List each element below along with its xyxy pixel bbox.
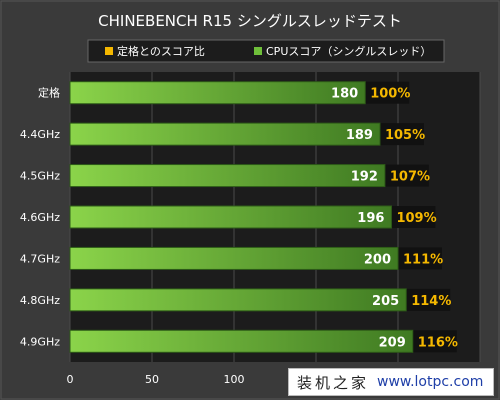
category-label: 4.7GHz xyxy=(20,252,60,265)
category-label: 4.9GHz xyxy=(20,335,60,348)
category-label: 4.4GHz xyxy=(20,128,60,141)
bar-value-label: 205 xyxy=(372,294,399,309)
ratio-label: 100% xyxy=(370,87,410,102)
ratio-label: 116% xyxy=(418,335,458,350)
ratio-label: 105% xyxy=(385,128,425,143)
category-label: 定格 xyxy=(38,86,60,100)
bar xyxy=(69,81,366,105)
x-tick-label: 50 xyxy=(145,373,159,386)
ratio-box xyxy=(379,123,424,146)
bar-value-label: 192 xyxy=(351,170,378,185)
x-tick-label: 0 xyxy=(67,373,74,386)
ratio-box xyxy=(365,81,410,104)
ratio-label: 107% xyxy=(390,170,430,185)
ratio-box xyxy=(384,164,429,187)
bar xyxy=(69,122,381,146)
ratio-box xyxy=(412,330,457,353)
watermark-url: www.lotpc.com xyxy=(377,374,484,390)
bar-value-label: 200 xyxy=(364,252,391,267)
legend-swatch-ratio xyxy=(105,47,113,55)
bar xyxy=(69,164,386,188)
legend-swatch-score xyxy=(254,47,262,55)
ratio-label: 111% xyxy=(403,252,443,267)
bar xyxy=(69,205,392,229)
category-label: 4.5GHz xyxy=(20,170,60,183)
chart-title: CHINEBENCH R15 シングルスレッドテスト xyxy=(98,12,402,30)
ratio-box xyxy=(391,206,436,228)
x-tick-label: 100 xyxy=(224,373,245,386)
legend-label-score: CPUスコア（シングルスレッド） xyxy=(266,44,431,58)
bar xyxy=(69,246,399,270)
watermark: 装机之家 www.lotpc.com xyxy=(288,368,494,396)
ratio-label: 114% xyxy=(411,294,451,309)
bar xyxy=(69,329,414,353)
category-label: 4.6GHz xyxy=(20,211,60,224)
bar xyxy=(69,288,407,312)
bar-value-label: 180 xyxy=(331,87,358,102)
bar-value-label: 209 xyxy=(379,335,406,350)
legend-box xyxy=(87,39,445,63)
legend-label-ratio: 定格とのスコア比 xyxy=(117,44,205,58)
category-label: 4.8GHz xyxy=(20,294,60,307)
ratio-box xyxy=(406,288,451,311)
bar-value-label: 196 xyxy=(357,211,384,226)
bar-value-label: 189 xyxy=(346,128,373,143)
ratio-box xyxy=(398,247,442,270)
ratio-label: 109% xyxy=(396,211,436,226)
watermark-chinese: 装机之家 xyxy=(297,373,370,392)
